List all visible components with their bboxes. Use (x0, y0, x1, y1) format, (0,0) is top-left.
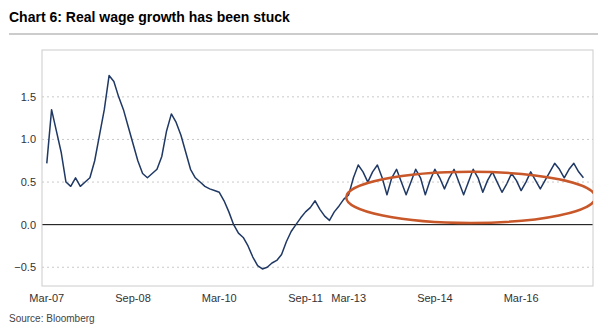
x-tick-label: Mar-16 (504, 292, 539, 304)
grid-line (42, 182, 593, 183)
grid-line (42, 139, 593, 140)
plot-area (47, 76, 593, 269)
x-tick-label: Sep-14 (417, 292, 452, 304)
chart: Chart 6: Real wage growth has been stuck… (0, 0, 607, 332)
y-tick-label: 0.0 (21, 219, 36, 231)
x-tick-label: Sep-11 (288, 292, 323, 304)
x-tick-label: Sep-08 (115, 292, 150, 304)
y-tick-label: 0.5 (21, 176, 36, 188)
x-tick-label: Mar-10 (202, 292, 237, 304)
title: Chart 6: Real wage growth has been stuck (9, 9, 290, 25)
grid-line (42, 96, 593, 97)
x-tick-label: Mar-13 (331, 292, 366, 304)
y-tick-label: −0.5 (14, 261, 36, 273)
x-tick-label: Mar-07 (29, 292, 64, 304)
y-tick-label: 1.5 (21, 91, 36, 103)
title-rule (9, 34, 598, 35)
plot-frame (42, 50, 593, 286)
zero-line (42, 224, 593, 225)
highlight-ellipse (346, 172, 593, 223)
y-tick-label: 1.0 (21, 133, 36, 145)
source: Source: Bloomberg (9, 313, 95, 324)
page: {"chart_data": { "type": "line", "title"… (0, 0, 607, 332)
grid-line (42, 267, 593, 268)
